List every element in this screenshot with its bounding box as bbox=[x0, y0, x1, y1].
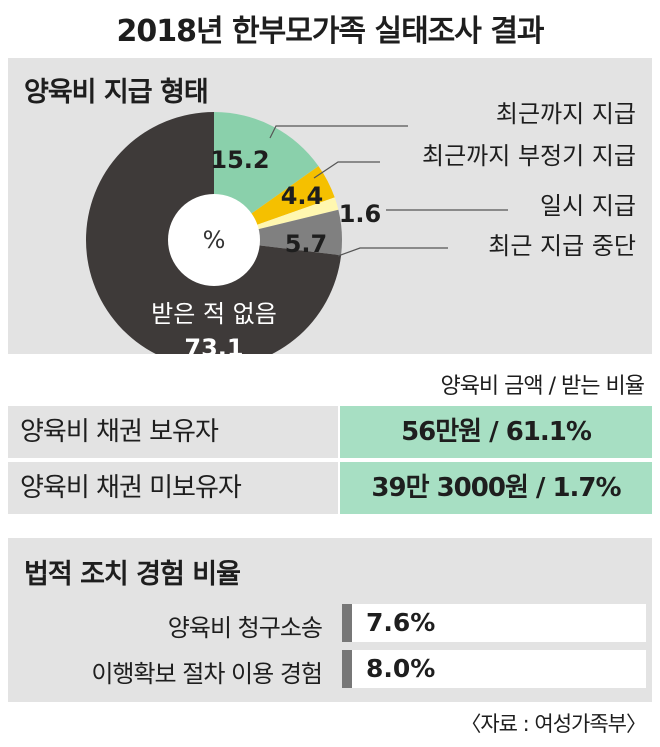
leader-line bbox=[313, 161, 380, 179]
creditor-nonholder-label: 양육비 채권 미보유자 bbox=[8, 462, 338, 514]
legal-row-bar-fill bbox=[342, 604, 352, 642]
pie-value-label: 15.2 bbox=[210, 146, 269, 174]
pie-category-label: 최근까지 부정기 지급 bbox=[422, 142, 636, 170]
infographic-title: 2018년 한부모가족 실태조사 결과 bbox=[116, 14, 544, 49]
legal-row-label: 양육비 청구소송 bbox=[167, 614, 323, 642]
legal-row-bar-fill bbox=[342, 650, 353, 688]
legal-action-panel: 법적 조치 경험 비율 양육비 청구소송 7.6% 이행확보 절차 이용 경험 … bbox=[8, 538, 652, 702]
pie-category-label: 최근까지 지급 bbox=[496, 100, 636, 128]
pie-value-label: 73.1 bbox=[184, 334, 243, 354]
pie-slice bbox=[214, 209, 342, 256]
creditor-nonholder-value: 39만 3000원 / 1.7% bbox=[340, 462, 652, 514]
pie-category-label: 받은 적 없음 bbox=[151, 300, 277, 328]
legal-action-title: 법적 조치 경험 비율 bbox=[24, 559, 241, 590]
creditor-holder-label: 양육비 채권 보유자 bbox=[8, 406, 338, 458]
legal-row-value: 8.0% bbox=[366, 654, 436, 683]
leader-line bbox=[269, 125, 408, 139]
pie-value-label: 4.4 bbox=[281, 182, 324, 210]
legal-row-label: 이행확보 절차 이용 경험 bbox=[91, 660, 323, 688]
creditor-holder-value: 56만원 / 61.1% bbox=[340, 406, 652, 458]
pie-value-label: 5.7 bbox=[285, 230, 328, 258]
pie-center-hole bbox=[168, 194, 260, 286]
pie-value-label: 1.6 bbox=[339, 200, 382, 228]
pie-center-unit: % bbox=[203, 226, 226, 254]
legal-row-bar-track: 7.6% bbox=[342, 604, 646, 642]
amount-header: 양육비 금액 / 받는 비율 bbox=[440, 374, 645, 399]
pie-category-label: 일시 지급 bbox=[540, 192, 636, 220]
pie-category-label: 최근 지급 중단 bbox=[488, 232, 636, 260]
legal-row-bar-track: 8.0% bbox=[342, 650, 646, 688]
legal-row-value: 7.6% bbox=[366, 608, 436, 637]
leader-line bbox=[337, 247, 448, 257]
payment-type-title: 양육비 지급 형태 bbox=[24, 77, 209, 108]
source-note: 〈자료 : 여성가족부〉 bbox=[460, 712, 647, 736]
